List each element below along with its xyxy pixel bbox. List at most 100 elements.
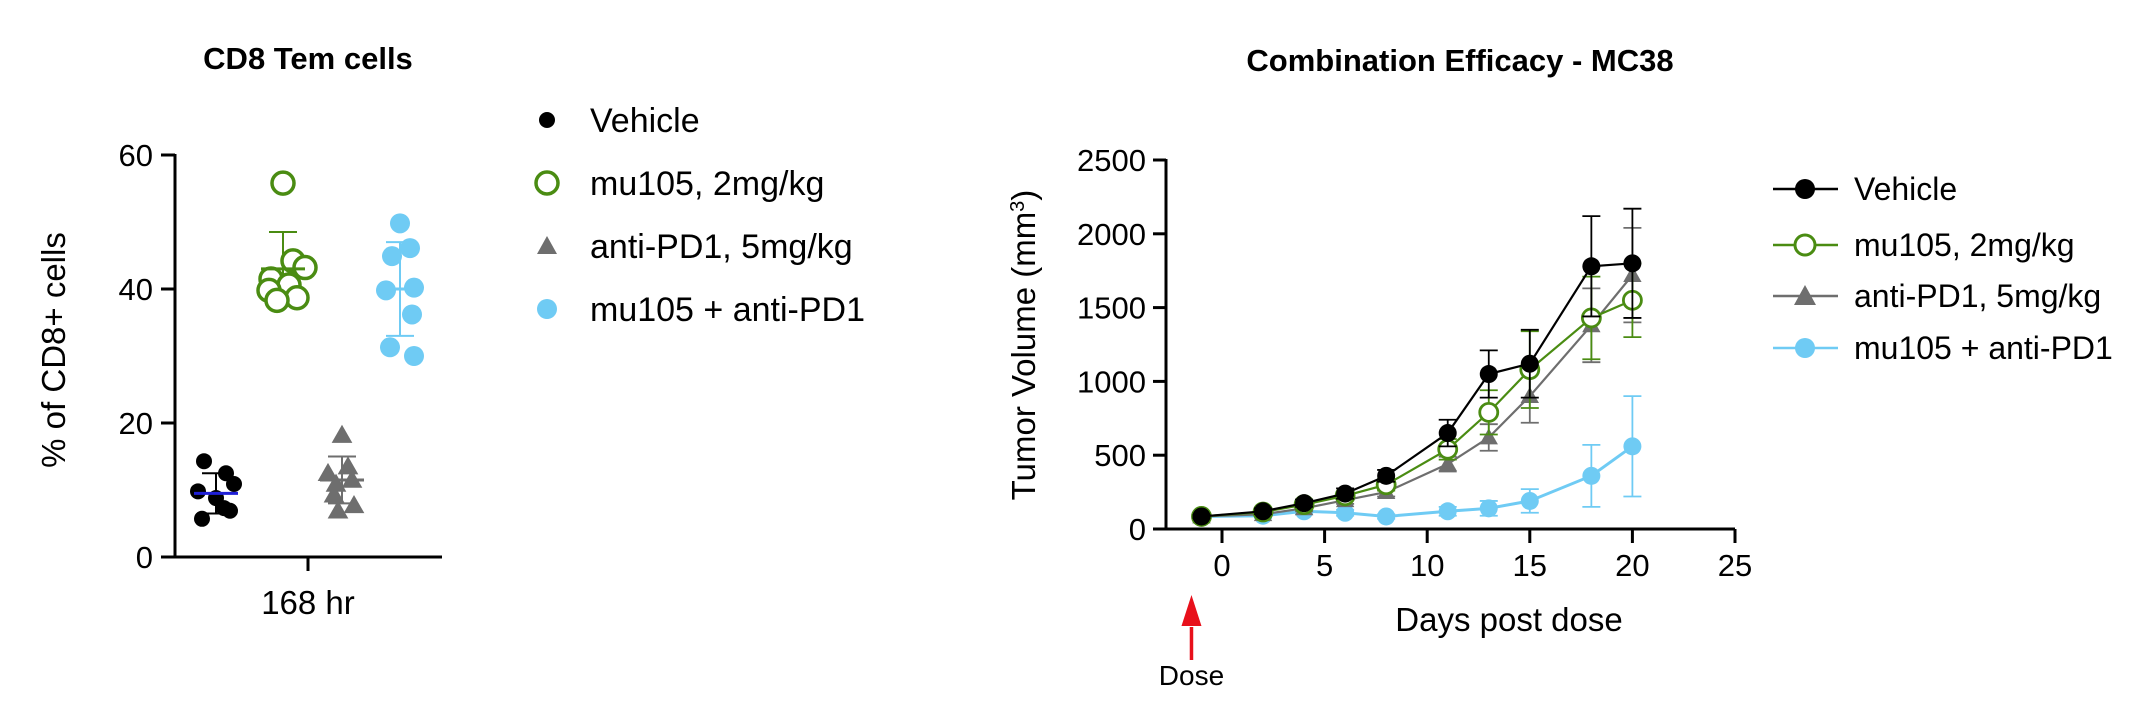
left-series-3 (376, 213, 424, 366)
left-y-tick-label: 40 (119, 272, 153, 307)
right-chart-title: Combination Efficacy - MC38 (1246, 43, 1673, 78)
left-legend-label-antipd1: anti-PD1, 5mg/kg (590, 228, 853, 266)
left-data-point (404, 346, 424, 366)
left-legend-item-mu105: mu105, 2mg/kg (534, 165, 824, 203)
left-legend-marker-antipd1 (537, 236, 557, 254)
left-data-point (270, 170, 296, 196)
right-x-tick-label: 25 (1718, 548, 1752, 583)
right-series-line (1201, 274, 1634, 518)
left-legend-label-combo: mu105 + anti-PD1 (590, 291, 865, 329)
left-axes (161, 153, 442, 571)
left-series-2 (317, 424, 365, 519)
right-series-0 (1192, 207, 1642, 526)
left-data-point (190, 483, 206, 500)
left-x-category-label: 168 hr (261, 584, 355, 621)
right-legend-item-combo: mu105 + anti-PD1 (1773, 330, 2113, 366)
left-y-tick-label: 60 (119, 138, 153, 173)
right-legend-marker-mu105 (1793, 233, 1817, 257)
right-data-point (1377, 466, 1396, 485)
left-data-point (222, 502, 238, 519)
right-y-tick-label: 0 (1129, 512, 1146, 547)
right-data-point (1336, 503, 1355, 522)
cd8-tem-chart: CD8 Tem cells % of CD8+ cells 0 20 40 60 16… (35, 41, 442, 621)
right-legend-item-antipd1: anti-PD1, 5mg/kg (1773, 278, 2101, 314)
dose-annotation: Dose (1159, 595, 1224, 691)
right-data-point (1479, 428, 1498, 445)
right-data-point (1520, 354, 1539, 373)
left-data-point (194, 510, 210, 527)
right-data-point (1295, 494, 1314, 513)
left-tick-labels: 0 20 40 60 (119, 138, 153, 575)
left-data-point (380, 337, 400, 358)
right-data-point (1377, 507, 1396, 526)
right-series-line (1201, 262, 1633, 518)
right-data-point (1478, 401, 1500, 423)
left-data-point (400, 238, 420, 259)
right-legend-label-vehicle: Vehicle (1854, 171, 1957, 207)
right-data-point (1520, 491, 1539, 510)
left-data-point (327, 500, 349, 519)
left-y-tick-label: 0 (136, 540, 153, 575)
right-legend-label-antipd1: anti-PD1, 5mg/kg (1854, 278, 2101, 314)
right-x-tick-label: 10 (1410, 548, 1444, 583)
left-data-points (190, 170, 424, 527)
right-x-axis-label: Days post dose (1395, 601, 1622, 638)
right-legend-marker-antipd1 (1794, 285, 1816, 305)
left-legend-marker-vehicle (539, 112, 555, 128)
right-series-1 (1191, 262, 1643, 527)
left-data-point (325, 473, 347, 492)
right-data-point (1438, 454, 1457, 471)
right-y-tick-label: 1500 (1077, 291, 1146, 326)
left-legend: Vehicle mu105, 2mg/kg anti-PD1, 5mg/kg m… (534, 102, 865, 329)
right-data-point (1479, 365, 1498, 384)
left-series-1 (256, 170, 318, 314)
left-legend-marker-combo (537, 299, 557, 319)
right-legend-label-combo: mu105 + anti-PD1 (1854, 330, 2113, 366)
left-legend-item-antipd1: anti-PD1, 5mg/kg (537, 228, 853, 266)
left-data-point (226, 475, 242, 492)
left-series-0 (190, 453, 242, 527)
left-legend-item-vehicle: Vehicle (539, 102, 700, 140)
right-data-point (1582, 466, 1601, 485)
left-y-axis-label: % of CD8+ cells (35, 232, 72, 468)
left-data-point (402, 304, 422, 325)
right-data-point (1479, 499, 1498, 518)
right-legend-item-mu105: mu105, 2mg/kg (1773, 227, 2075, 263)
left-data-point (317, 462, 339, 482)
left-data-point (331, 424, 353, 443)
right-data-point (1192, 507, 1211, 526)
left-data-point (323, 484, 345, 503)
right-legend-marker-vehicle (1795, 179, 1815, 199)
right-y-tick-label: 2000 (1077, 217, 1146, 252)
left-data-point (382, 246, 402, 267)
left-legend-label-vehicle: Vehicle (590, 102, 700, 140)
left-legend-item-combo: mu105 + anti-PD1 (537, 291, 865, 329)
right-tick-labels: 0 500 1000 1500 2000 2500 0 5 10 15 20 25 (1077, 143, 1752, 583)
left-chart-title: CD8 Tem cells (203, 41, 413, 76)
right-axes (1153, 158, 1737, 543)
right-y-tick-label: 500 (1094, 438, 1146, 473)
right-legend-item-vehicle: Vehicle (1773, 171, 1957, 207)
left-data-point (343, 495, 365, 514)
right-data-point (1336, 484, 1355, 503)
right-series-line (1201, 445, 1634, 518)
left-data-point (337, 456, 359, 475)
right-data-point (1623, 437, 1642, 456)
right-data-series (1191, 207, 1643, 527)
right-y-tick-label: 2500 (1077, 143, 1146, 178)
right-x-tick-label: 15 (1513, 548, 1547, 583)
right-y-axis-label-end: ) (1005, 190, 1042, 201)
right-x-tick-label: 5 (1316, 548, 1333, 583)
right-data-point (1254, 502, 1273, 521)
right-legend: Vehicle mu105, 2mg/kg anti-PD1, 5mg/kg m… (1773, 171, 2113, 366)
left-y-tick-label: 20 (119, 406, 153, 441)
left-legend-label-mu105: mu105, 2mg/kg (590, 165, 824, 203)
dose-label: Dose (1159, 660, 1224, 691)
left-legend-marker-mu105 (534, 170, 560, 196)
left-data-point (390, 213, 410, 234)
right-legend-label-mu105: mu105, 2mg/kg (1854, 227, 2075, 263)
right-y-axis-label-sup: 3 (1007, 201, 1029, 212)
combination-efficacy-chart: Combination Efficacy - MC38 Tumor Volume… (1005, 43, 1752, 691)
dose-arrow-head (1181, 595, 1202, 626)
